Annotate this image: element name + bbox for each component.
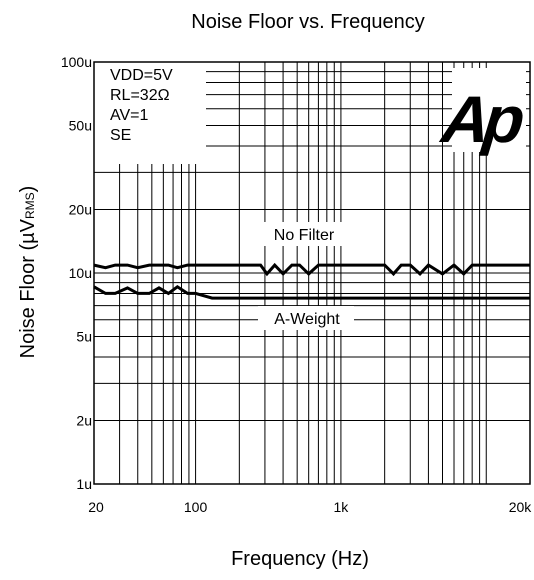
series-layer: [93, 262, 530, 300]
conditions-box: [94, 62, 206, 164]
x-tick-label: 1k: [334, 499, 350, 515]
y-tick-label: 20u: [69, 201, 92, 217]
series-label-no-filter: No Filter: [274, 227, 335, 244]
x-tick-label: 20: [88, 499, 104, 515]
ap-logo: Ap: [437, 83, 527, 157]
no-filter-label-bg: [258, 222, 350, 246]
logo-background: [452, 68, 526, 152]
y-axis-label-sub: RMS: [23, 192, 37, 219]
condition-vdd: VDD=5V: [110, 67, 173, 84]
y-axis-label-main: Noise Floor (µV: [17, 218, 39, 358]
series-line-a-weight: [93, 284, 530, 300]
y-tick-label: 1u: [76, 476, 92, 492]
y-axis-label-close: ): [17, 186, 39, 193]
y-tick-label: 5u: [76, 329, 92, 345]
y-axis-label: Noise Floor (µVRMS): [17, 186, 39, 359]
chart-title: Noise Floor vs. Frequency: [191, 11, 424, 33]
y-tick-label: 2u: [76, 412, 92, 428]
condition-av: AV=1: [110, 107, 149, 124]
y-tick-label: 100u: [61, 54, 92, 70]
condition-mode: SE: [110, 127, 131, 144]
tick-layer: 1u 2u 5u 10u 20u 50u 100u 20 100 1k 20k: [61, 54, 532, 515]
y-tick-label: 50u: [69, 118, 92, 134]
series-label-a-weight: A-Weight: [274, 311, 340, 328]
x-axis-label: Frequency (Hz): [231, 548, 369, 570]
series-line-no-filter: [93, 262, 530, 277]
a-weight-label-bg: [258, 306, 354, 330]
x-tick-label: 100: [184, 499, 208, 515]
y-tick-label: 10u: [69, 265, 92, 281]
x-tick-label: 20k: [509, 499, 533, 515]
plot-frame: [93, 61, 531, 485]
condition-rl: RL=32Ω: [110, 87, 170, 104]
